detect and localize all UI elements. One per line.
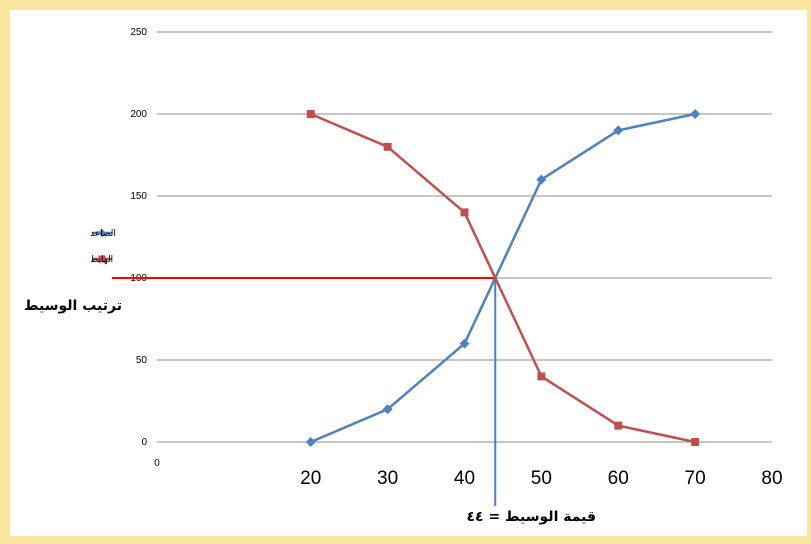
x-tick-label: 30	[377, 468, 398, 489]
y-tick-label: 200	[130, 109, 147, 120]
x-tick-label: 20	[300, 468, 321, 489]
data-point-square	[691, 438, 699, 446]
data-point-square	[461, 208, 469, 216]
legend: الصاعد الهابط	[90, 229, 116, 265]
data-point-diamond	[690, 109, 700, 119]
y-tick-label: 50	[136, 355, 148, 366]
legend-label-0: الصاعد	[90, 229, 116, 239]
x-origin-label: 0	[154, 458, 160, 469]
y-axis-ticks: 050100150200250	[130, 27, 147, 448]
x-tick-label: 60	[608, 468, 629, 489]
data-point-diamond	[306, 437, 316, 447]
x-tick-label: 50	[531, 468, 552, 489]
x-tick-label: 40	[454, 468, 475, 489]
x-tick-label: 70	[685, 468, 706, 489]
median-rank-label: ترتيب الوسيط	[24, 298, 122, 314]
x-axis-ticks: 20 30 40 50 60 70 80	[300, 468, 782, 489]
data-point-square	[614, 422, 622, 430]
data-point-square	[307, 110, 315, 118]
y-tick-label: 250	[130, 27, 147, 38]
x-tick-label: 80	[761, 468, 782, 489]
data-point-square	[384, 143, 392, 151]
y-tick-label: 150	[130, 191, 147, 202]
median-value-label: قيمة الوسيط = ٤٤	[466, 509, 596, 525]
data-point-square	[537, 372, 545, 380]
gridlines	[157, 32, 772, 360]
legend-label-1: الهابط	[90, 255, 113, 265]
y-tick-label: 0	[141, 437, 147, 448]
